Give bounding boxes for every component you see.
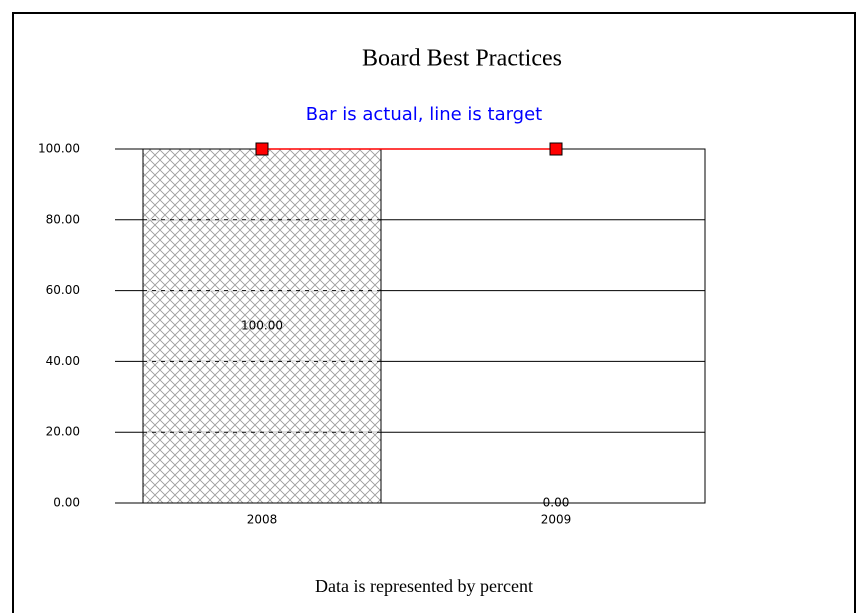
caption: Data is represented by percent xyxy=(315,576,533,596)
data-label: 100.00 xyxy=(241,319,283,333)
x-tick-label: 2008 xyxy=(247,513,278,527)
chart-title: Board Best Practices xyxy=(362,46,562,72)
line-marker xyxy=(549,142,563,156)
y-tick-label: 40.00 xyxy=(46,354,80,368)
y-tick-label: 0.00 xyxy=(53,496,80,510)
chart-subtitle: Bar is actual, line is target xyxy=(306,104,543,125)
y-tick-label: 80.00 xyxy=(46,212,80,226)
y-tick-label: 100.00 xyxy=(38,142,80,156)
data-label: 0.00 xyxy=(543,496,570,510)
frame xyxy=(12,12,856,613)
x-tick-label: 2009 xyxy=(541,513,572,527)
line-marker xyxy=(255,142,269,156)
y-tick-label: 60.00 xyxy=(46,283,80,297)
bar xyxy=(142,148,382,504)
y-tick-label: 20.00 xyxy=(46,425,80,439)
